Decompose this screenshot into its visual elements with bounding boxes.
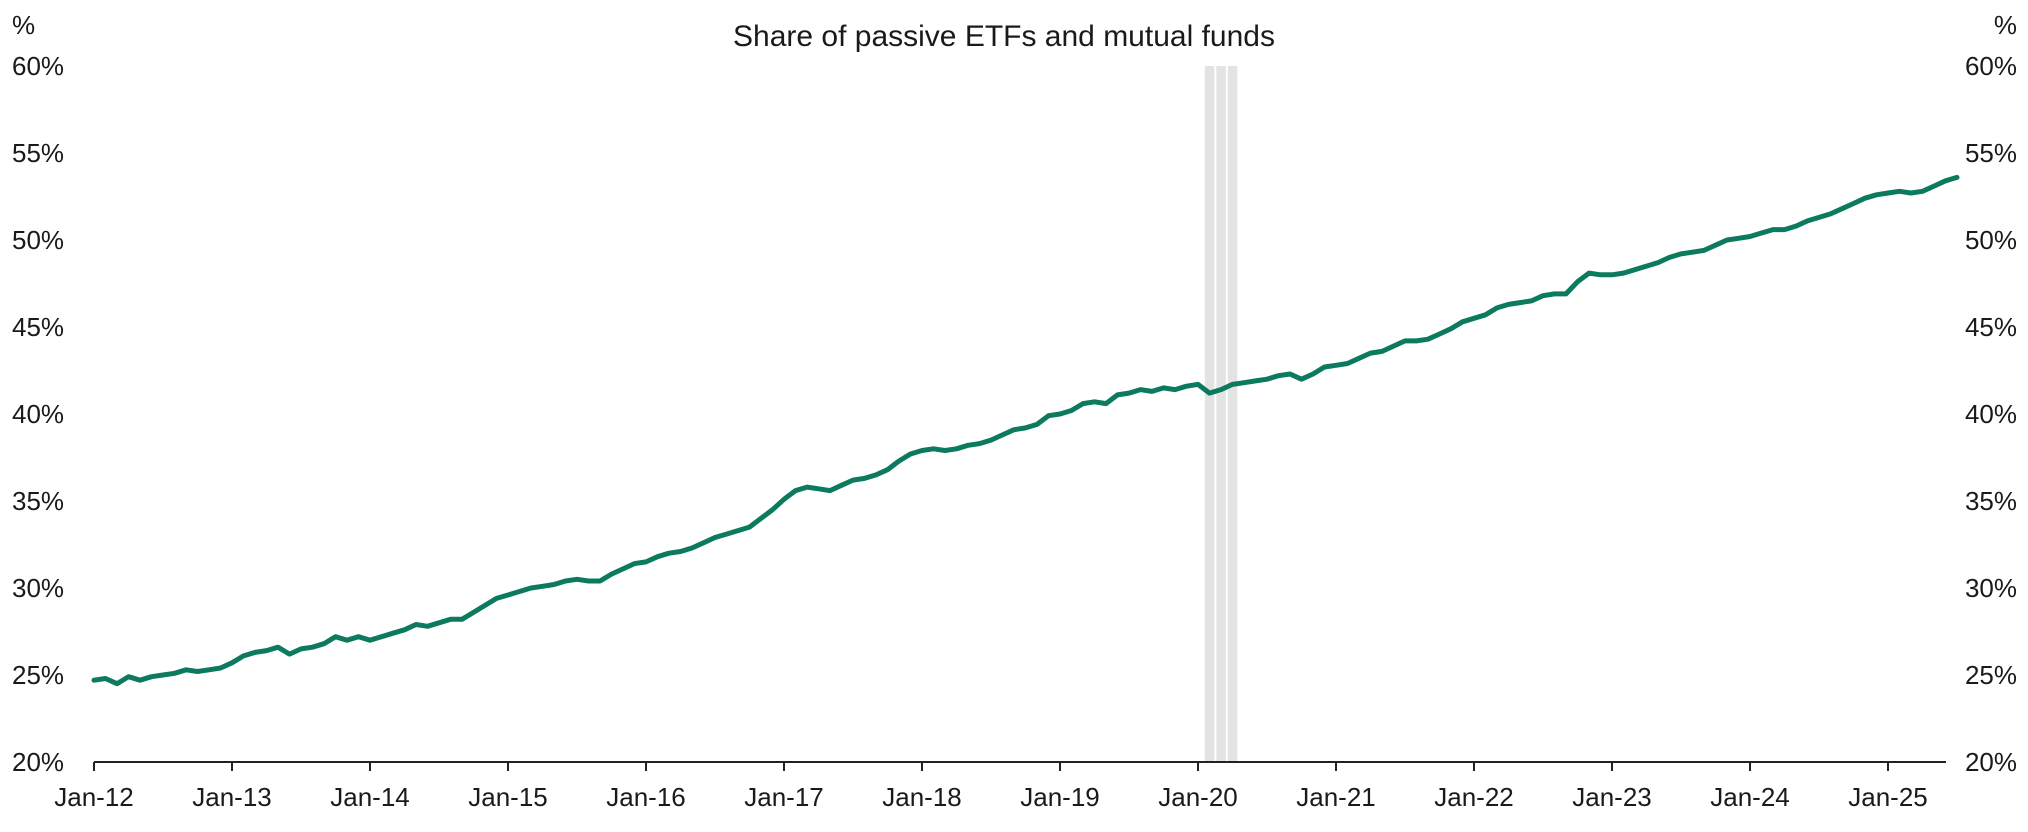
recession-shade-bar <box>1216 66 1226 762</box>
y-tick-label-left: 20% <box>12 747 64 777</box>
y-tick-label-right: 30% <box>1965 573 2017 603</box>
y-tick-label-right: 40% <box>1965 399 2017 429</box>
y-tick-label-left: 45% <box>12 312 64 342</box>
x-tick-label: Jan-24 <box>1710 782 1790 812</box>
recession-shade-bar <box>1204 66 1215 762</box>
x-tick-label: Jan-18 <box>882 782 962 812</box>
x-tick-label: Jan-13 <box>192 782 272 812</box>
y-tick-label-left: 25% <box>12 660 64 690</box>
y-tick-label-right: 50% <box>1965 225 2017 255</box>
series-line-passive-share <box>91 174 1960 687</box>
series-group <box>91 174 1960 687</box>
x-tick-label: Jan-15 <box>468 782 548 812</box>
y-tick-label-right: 35% <box>1965 486 2017 516</box>
x-tick-label: Jan-12 <box>54 782 134 812</box>
x-tick-label: Jan-23 <box>1572 782 1652 812</box>
y-axis-unit-right: % <box>1994 10 2017 40</box>
x-tick-label: Jan-19 <box>1020 782 1100 812</box>
y-tick-label-left: 30% <box>12 573 64 603</box>
recession-shade-bar <box>1227 66 1238 762</box>
y-axis-unit-left: % <box>12 10 35 40</box>
y-tick-label-left: 50% <box>12 225 64 255</box>
x-tick-label: Jan-16 <box>606 782 686 812</box>
y-tick-label-left: 40% <box>12 399 64 429</box>
y-axis-right: 20% 25% 30% 35% 40% 45% 50% 55% 60% <box>1965 51 2017 777</box>
y-tick-label-left: 35% <box>12 486 64 516</box>
y-tick-label-right: 20% <box>1965 747 2017 777</box>
x-axis: Jan-12 Jan-13 Jan-14 Jan-15 Jan-16 Jan-17 Jan-… <box>54 761 1946 812</box>
y-tick-label-left: 55% <box>12 138 64 168</box>
x-tick-label: Jan-14 <box>330 782 410 812</box>
y-tick-label-right: 45% <box>1965 312 2017 342</box>
y-tick-label-left: 60% <box>12 51 64 81</box>
y-axis-left: 20% 25% 30% 35% 40% 45% 50% 55% 60% <box>12 51 64 777</box>
y-tick-label-right: 60% <box>1965 51 2017 81</box>
x-tick-label: Jan-20 <box>1158 782 1238 812</box>
y-tick-label-right: 55% <box>1965 138 2017 168</box>
x-tick-label: Jan-25 <box>1848 782 1928 812</box>
y-tick-label-right: 25% <box>1965 660 2017 690</box>
x-tick-label: Jan-17 <box>744 782 824 812</box>
x-tick-label: Jan-22 <box>1434 782 1514 812</box>
x-tick-label: Jan-21 <box>1296 782 1376 812</box>
chart-title: Share of passive ETFs and mutual funds <box>733 20 1275 53</box>
recession-shading-group <box>1204 66 1238 762</box>
